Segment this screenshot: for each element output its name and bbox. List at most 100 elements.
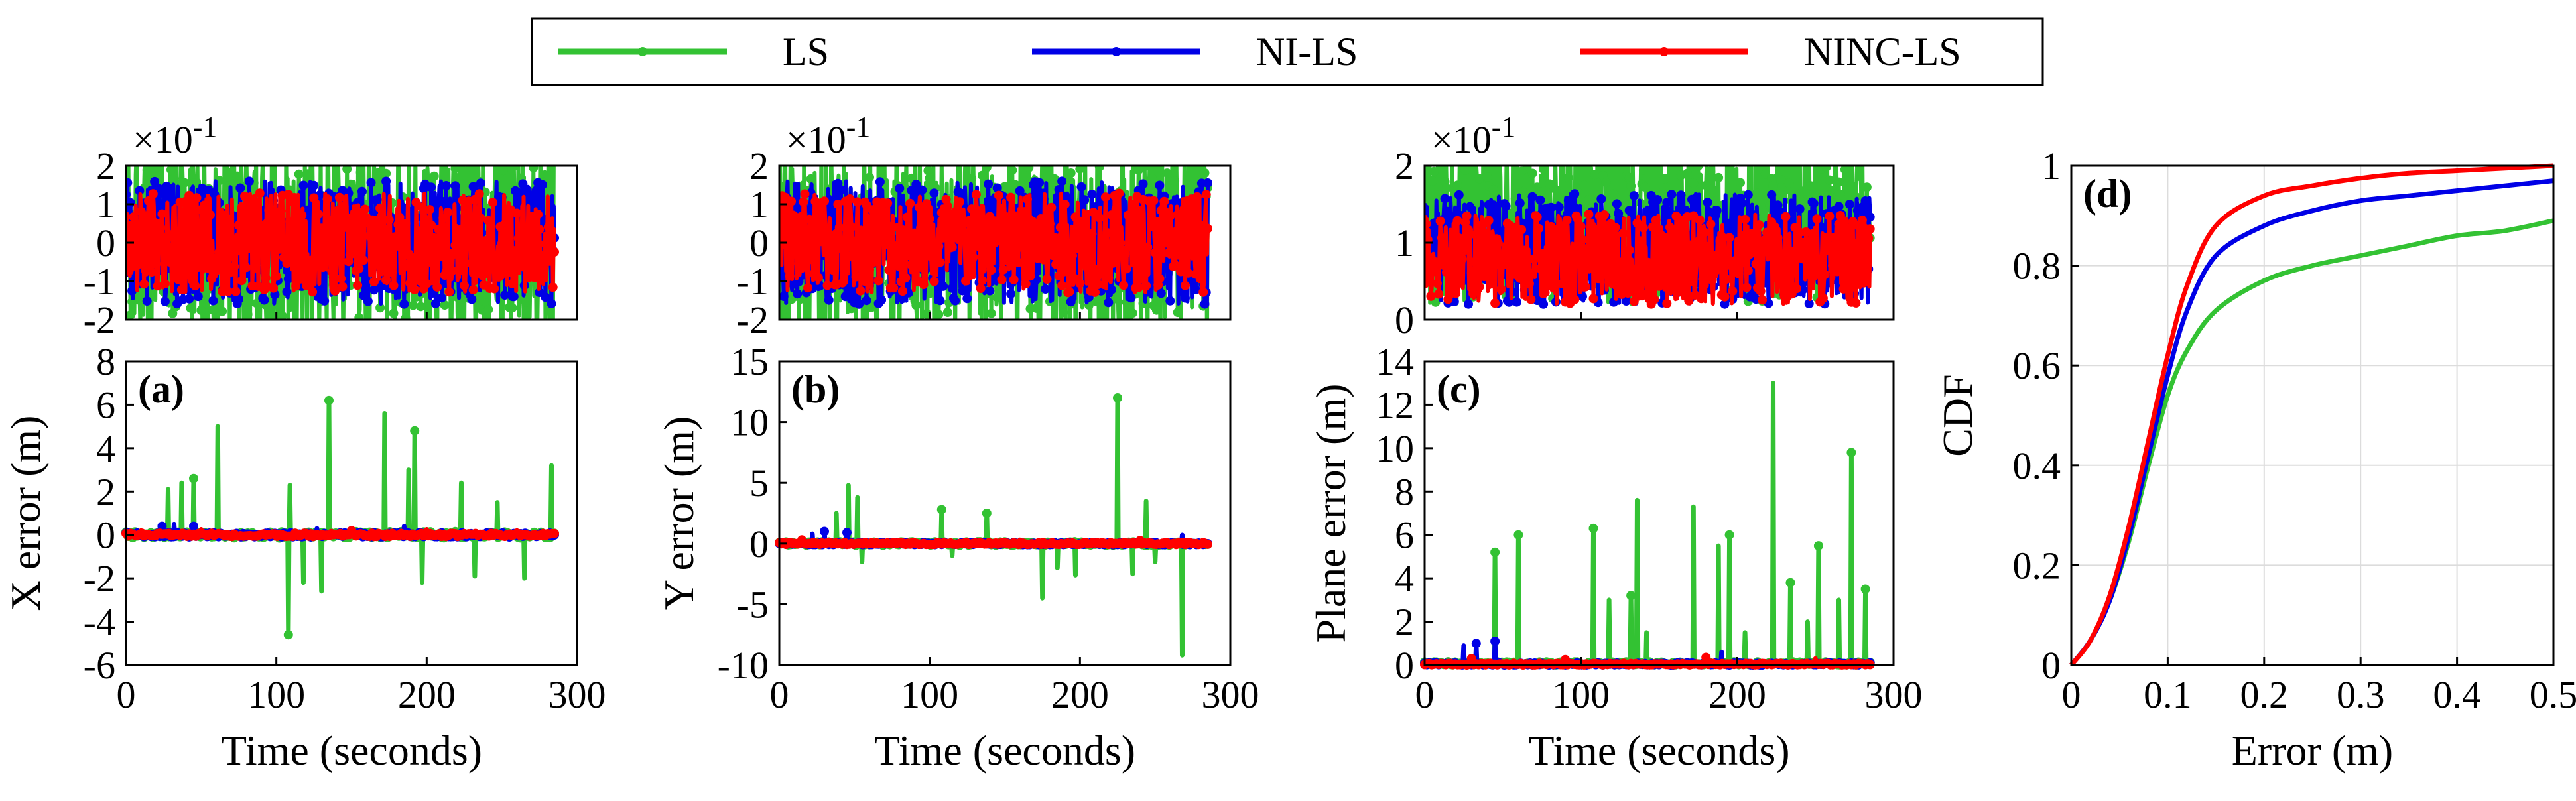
inset-data-point-ni-ls xyxy=(1546,202,1556,212)
inset-data-point-ninc-ls xyxy=(151,259,161,269)
data-point-ni-ls xyxy=(189,521,198,531)
inset-data-point-ls xyxy=(1049,174,1059,184)
inset-data-point-ninc-ls xyxy=(1100,192,1110,202)
inset-data-point-ls xyxy=(1638,166,1648,175)
inset-data-point-ninc-ls xyxy=(1512,247,1521,256)
inset-data-point-ninc-ls xyxy=(326,248,336,258)
inset-data-point-ls xyxy=(1626,181,1636,191)
inset-data-point-ni-ls xyxy=(950,296,960,306)
inset-data-point-ls xyxy=(521,297,531,307)
inset-data-point-ninc-ls xyxy=(942,201,952,211)
inset-data-point-ni-ls xyxy=(399,299,409,309)
inset-data-point-ninc-ls xyxy=(1203,223,1212,233)
inset-data-point-ninc-ls xyxy=(1527,268,1537,278)
inset-data-point-ninc-ls xyxy=(447,266,457,275)
inset-data-point-ninc-ls xyxy=(1864,233,1874,243)
inset-data-point-ninc-ls xyxy=(1567,263,1577,273)
inset-data-point-ninc-ls xyxy=(1590,224,1600,234)
inset-data-point-ninc-ls xyxy=(1534,223,1543,233)
y-tick-label: 6 xyxy=(1395,514,1414,557)
data-point-ni-ls xyxy=(842,528,852,538)
inset-data-point-ni-ls xyxy=(1527,192,1537,202)
inset-data-point-ni-ls xyxy=(160,296,170,306)
inset-data-point-ninc-ls xyxy=(783,233,793,243)
inset-data-point-ninc-ls xyxy=(482,269,491,278)
inset-data-point-ninc-ls xyxy=(1685,267,1695,277)
inset-data-point-ninc-ls xyxy=(1684,296,1694,306)
data-point-ls xyxy=(410,426,420,436)
inset-data-point-ninc-ls xyxy=(879,228,889,237)
inset-data-point-ninc-ls xyxy=(309,193,319,203)
inset-data-point-ninc-ls xyxy=(401,219,411,229)
inset-data-point-ls xyxy=(1551,185,1561,195)
inset-data-point-ninc-ls xyxy=(1019,207,1029,217)
inset-data-point-ninc-ls xyxy=(199,200,209,210)
inset-data-point-ninc-ls xyxy=(178,261,188,271)
inset-data-point-ni-ls xyxy=(1865,212,1875,222)
inset-data-point-ni-ls xyxy=(1464,299,1473,309)
inset-data-point-ninc-ls xyxy=(1498,260,1508,270)
inset-data-point-ni-ls xyxy=(184,294,194,304)
inset-data-point-ninc-ls xyxy=(295,274,305,284)
inset-data-point-ninc-ls xyxy=(800,189,810,199)
inset-data-point-ls xyxy=(416,302,426,312)
x-axis-label: Time (seconds) xyxy=(874,727,1135,774)
inset-data-point-ni-ls xyxy=(1203,178,1212,188)
inset-data-point-ninc-ls xyxy=(903,251,913,261)
inset-data-point-ls xyxy=(1151,305,1161,315)
inset-data-point-ninc-ls xyxy=(1660,233,1670,243)
inset-data-point-ninc-ls xyxy=(384,215,394,225)
inset-data-point-ninc-ls xyxy=(184,190,194,200)
inset-data-point-ninc-ls xyxy=(976,284,986,293)
inset-data-point-ninc-ls xyxy=(1825,212,1835,221)
inset-data-point-ni-ls xyxy=(162,181,172,191)
inset-data-point-ni-ls xyxy=(142,296,152,306)
inset-data-point-ninc-ls xyxy=(393,219,403,229)
inset-data-point-ninc-ls xyxy=(1662,298,1672,308)
inset-data-point-ninc-ls xyxy=(1638,223,1648,233)
inset-data-point-ni-ls xyxy=(1795,204,1805,214)
inset-data-point-ni-ls xyxy=(1712,206,1722,216)
inset-data-point-ninc-ls xyxy=(1513,235,1523,245)
inset-data-point-ninc-ls xyxy=(144,196,153,206)
inset-data-point-ls xyxy=(1482,172,1492,182)
inset-data-point-ninc-ls xyxy=(289,193,299,202)
inset-data-point-ninc-ls xyxy=(169,228,179,238)
inset-data-point-ninc-ls xyxy=(1015,242,1025,252)
inset-data-point-ninc-ls xyxy=(500,219,510,229)
inset-data-point-ninc-ls xyxy=(369,277,379,286)
inset-data-point-ls xyxy=(126,310,135,320)
inset-data-point-ninc-ls xyxy=(1456,234,1466,244)
inset-data-point-ninc-ls xyxy=(492,253,502,263)
y-axis-label: Plane error (m) xyxy=(1307,384,1354,643)
x-tick-label: 100 xyxy=(1552,673,1610,716)
inset-data-point-ni-ls xyxy=(518,179,528,189)
inset-data-point-ls xyxy=(408,300,418,310)
inset-data-point-ni-ls xyxy=(1809,198,1819,208)
inset-data-point-ninc-ls xyxy=(1728,286,1738,296)
inset-data-point-ls xyxy=(1092,297,1102,307)
inset-data-point-ninc-ls xyxy=(962,228,972,238)
inset-data-point-ninc-ls xyxy=(1064,287,1074,297)
inset-data-point-ls xyxy=(529,166,539,173)
inset-data-point-ni-ls xyxy=(1490,203,1500,212)
inset-data-point-ninc-ls xyxy=(1687,277,1697,286)
inset-data-point-ninc-ls xyxy=(1724,233,1734,243)
inset-data-point-ninc-ls xyxy=(1649,294,1659,304)
data-point-ls xyxy=(1813,541,1823,551)
inset-data-point-ninc-ls xyxy=(1170,260,1180,270)
legend-label-ninc-ls: NINC-LS xyxy=(1804,30,1961,74)
inset-data-point-ninc-ls xyxy=(287,251,296,261)
x-tick-label: 0.3 xyxy=(2337,673,2385,716)
inset-data-point-ninc-ls xyxy=(1069,273,1079,283)
y-tick-label: 0 xyxy=(96,221,115,265)
inset-data-point-ninc-ls xyxy=(350,247,359,257)
inset-data-point-ninc-ls xyxy=(851,272,861,282)
inset-data-point-ninc-ls xyxy=(807,237,817,247)
inset-data-point-ni-ls xyxy=(854,299,864,309)
inset-data-point-ls xyxy=(1640,182,1650,192)
y-tick-label: 0 xyxy=(2041,644,2061,687)
inset-data-point-ls xyxy=(389,308,399,318)
inset-data-point-ninc-ls xyxy=(1009,275,1019,284)
inset-data-point-ninc-ls xyxy=(285,217,295,227)
